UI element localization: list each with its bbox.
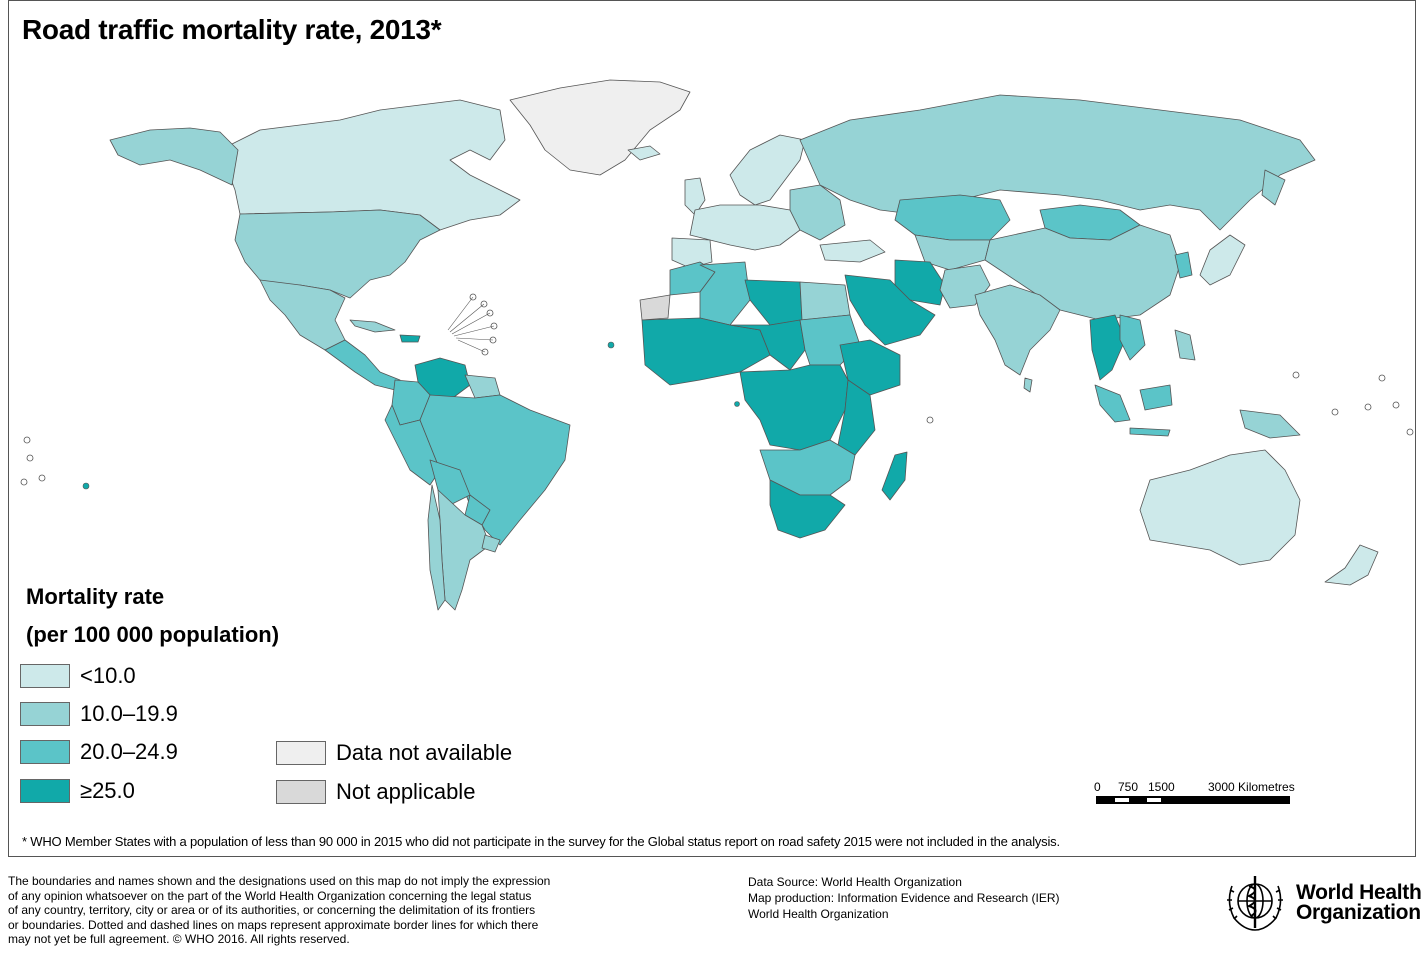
region-australia xyxy=(1139,449,1301,566)
legend-title-line2: (per 100 000 population) xyxy=(26,622,280,647)
disclaimer-line: of any opinion whatsoever on the part of… xyxy=(8,888,532,903)
legend-item-gte25: ≥25.0 xyxy=(20,778,135,803)
region-india xyxy=(974,284,1061,376)
legend-label: Data not available xyxy=(336,740,513,765)
region-greenland xyxy=(509,79,691,176)
region-chad-niger xyxy=(729,319,806,371)
legend-item-10-19: 10.0–19.9 xyxy=(20,701,178,726)
region-uruguay xyxy=(481,534,501,553)
legend-item-no-data: Data not available xyxy=(276,740,513,765)
scale-label-3000: 3000 Kilometres xyxy=(1208,780,1295,794)
region-cuba xyxy=(349,319,396,333)
legend-label: ≥25.0 xyxy=(80,778,135,803)
region-vietnam xyxy=(1119,314,1146,361)
legend-label: 10.0–19.9 xyxy=(80,701,178,726)
region-hispaniola xyxy=(399,334,421,343)
scale-bar: 0 750 1500 3000 Kilometres xyxy=(1094,780,1304,810)
disclaimer-line: may not yet be full agreement. © WHO 201… xyxy=(8,932,350,946)
scale-bar-graphic xyxy=(1096,796,1290,804)
legend-swatch xyxy=(276,780,326,804)
world-map xyxy=(20,79,1414,611)
who-logo: World Health Organization xyxy=(1220,872,1422,934)
who-line1: World Health xyxy=(1296,881,1422,904)
island-markers xyxy=(20,293,1414,486)
who-emblem-icon xyxy=(1227,876,1283,931)
legend-title: Mortality rate (per 100 000 population) xyxy=(26,584,279,660)
legend-swatch xyxy=(20,740,70,764)
region-thailand xyxy=(1089,314,1126,381)
region-central-africa xyxy=(739,364,849,451)
scale-label-0: 0 xyxy=(1094,780,1101,794)
region-iberia xyxy=(671,237,713,269)
scale-label-750: 750 xyxy=(1118,780,1139,794)
legend-item-lt10: <10.0 xyxy=(20,663,136,688)
region-japan xyxy=(1199,234,1246,286)
disclaimer: The boundaries and names shown and the d… xyxy=(8,874,668,947)
disclaimer-line: The boundaries and names shown and the d… xyxy=(8,874,551,888)
region-new-zealand xyxy=(1324,544,1379,586)
data-source: Data Source: World Health Organization M… xyxy=(748,874,1060,922)
source-line: Data Source: World Health Organization xyxy=(748,875,962,889)
region-indonesia-3 xyxy=(1129,427,1171,437)
region-usa xyxy=(234,209,441,299)
who-wordmark: World Health Organization xyxy=(1296,881,1422,924)
region-indonesia-2 xyxy=(1139,384,1173,411)
footnote: * WHO Member States with a population of… xyxy=(22,834,1060,849)
source-line: Map production: Information Evidence and… xyxy=(748,891,1060,905)
region-kazakhstan xyxy=(894,194,1011,241)
region-china xyxy=(984,224,1181,321)
legend-label: <10.0 xyxy=(80,663,136,688)
region-western-sahara xyxy=(639,294,671,321)
region-kamchatka xyxy=(1261,169,1286,206)
region-saudi-arabia xyxy=(844,274,936,346)
region-eastern-europe xyxy=(789,184,846,241)
region-brazil xyxy=(419,394,571,546)
source-line: World Health Organization xyxy=(748,907,889,921)
legend-label: Not applicable xyxy=(336,779,476,804)
region-sri-lanka xyxy=(1023,377,1033,393)
legend-swatch xyxy=(20,664,70,688)
region-indonesia-1 xyxy=(1094,384,1131,423)
map-title: Road traffic mortality rate, 2013* xyxy=(22,14,442,45)
legend-swatch xyxy=(20,702,70,726)
legend-swatch xyxy=(276,741,326,765)
who-line2: Organization xyxy=(1296,901,1421,924)
legend-title-line1: Mortality rate xyxy=(26,584,165,609)
region-madagascar xyxy=(881,451,908,501)
region-turkey xyxy=(819,239,886,263)
scale-label-1500: 1500 xyxy=(1148,780,1175,794)
legend-label: 20.0–24.9 xyxy=(80,739,178,764)
region-scandinavia xyxy=(729,134,806,206)
region-southern-africa-2 xyxy=(769,479,846,539)
region-libya xyxy=(744,279,803,326)
region-egypt xyxy=(799,281,851,321)
legend-item-20-24: 20.0–24.9 xyxy=(20,739,178,764)
legend-item-not-applicable: Not applicable xyxy=(276,779,476,804)
region-western-europe xyxy=(689,204,801,251)
region-west-africa xyxy=(641,317,771,386)
disclaimer-line: of any country, territory, city or area … xyxy=(8,903,536,917)
disclaimer-line: or boundaries. Dotted and dashed lines o… xyxy=(8,917,539,932)
region-alaska xyxy=(109,127,239,186)
region-bolivia xyxy=(429,459,471,506)
legend-swatch xyxy=(20,779,70,803)
region-guianas xyxy=(464,374,501,399)
region-central-america xyxy=(324,339,401,391)
region-chile xyxy=(427,484,446,611)
region-uk xyxy=(684,177,706,216)
region-png xyxy=(1239,409,1301,439)
region-korea xyxy=(1174,251,1193,279)
region-philippines xyxy=(1174,329,1196,361)
region-iceland xyxy=(627,145,661,161)
